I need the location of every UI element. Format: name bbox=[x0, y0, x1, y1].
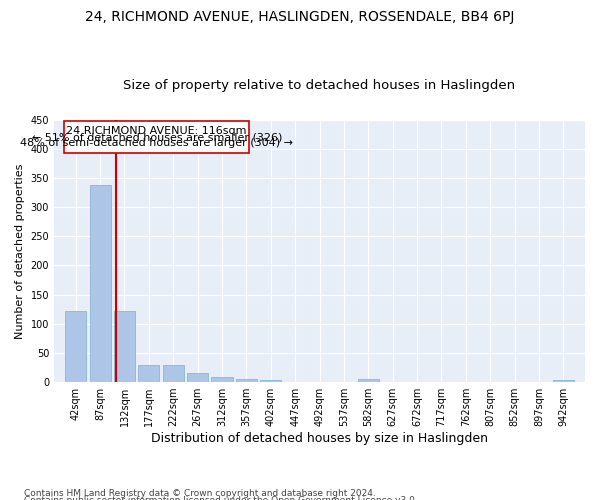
Bar bbox=[139, 365, 160, 382]
Bar bbox=[260, 380, 281, 382]
Text: Contains public sector information licensed under the Open Government Licence v3: Contains public sector information licen… bbox=[24, 496, 418, 500]
Bar bbox=[358, 379, 379, 382]
X-axis label: Distribution of detached houses by size in Haslingden: Distribution of detached houses by size … bbox=[151, 432, 488, 445]
Bar bbox=[114, 311, 135, 382]
Text: 24 RICHMOND AVENUE: 116sqm: 24 RICHMOND AVENUE: 116sqm bbox=[67, 126, 247, 136]
Bar bbox=[236, 378, 257, 382]
FancyBboxPatch shape bbox=[64, 122, 249, 153]
Y-axis label: Number of detached properties: Number of detached properties bbox=[15, 163, 25, 338]
Text: ← 51% of detached houses are smaller (326): ← 51% of detached houses are smaller (32… bbox=[32, 132, 282, 142]
Bar bbox=[211, 378, 233, 382]
Title: Size of property relative to detached houses in Haslingden: Size of property relative to detached ho… bbox=[124, 79, 515, 92]
Bar bbox=[163, 365, 184, 382]
Text: 24, RICHMOND AVENUE, HASLINGDEN, ROSSENDALE, BB4 6PJ: 24, RICHMOND AVENUE, HASLINGDEN, ROSSEND… bbox=[85, 10, 515, 24]
Bar bbox=[187, 374, 208, 382]
Bar bbox=[553, 380, 574, 382]
Bar bbox=[89, 185, 110, 382]
Bar bbox=[65, 311, 86, 382]
Text: Contains HM Land Registry data © Crown copyright and database right 2024.: Contains HM Land Registry data © Crown c… bbox=[24, 488, 376, 498]
Text: 48% of semi-detached houses are larger (304) →: 48% of semi-detached houses are larger (… bbox=[20, 138, 293, 148]
